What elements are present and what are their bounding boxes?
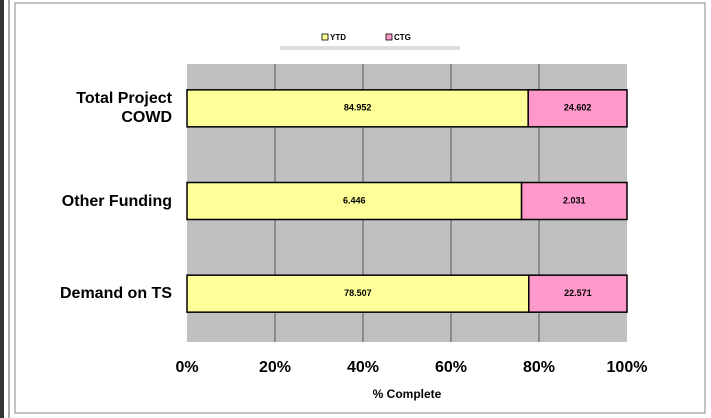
legend-swatch [321, 33, 329, 41]
bar-value-label: 24.602 [564, 103, 592, 113]
x-tick-label: 40% [347, 359, 379, 376]
bar [186, 181, 523, 221]
y-tick-label: Total Project COWD [76, 90, 172, 127]
bar [527, 89, 628, 128]
legend-label: CTG [394, 33, 411, 42]
x-tick-label: 0% [175, 359, 198, 376]
bar [186, 89, 529, 128]
x-tick-label: 100% [607, 359, 648, 376]
y-tick-label: Other Funding [61, 192, 172, 210]
legend-swatch [385, 33, 393, 41]
bar [520, 181, 628, 221]
bar [527, 274, 628, 313]
bar [186, 274, 530, 313]
bar-value-label: 6.446 [343, 195, 366, 205]
bar-value-label: 84.952 [344, 103, 372, 113]
bar-value-label: 78.507 [344, 288, 372, 298]
legend-label: YTD [330, 33, 346, 42]
x-tick-label: 20% [259, 359, 291, 376]
bar-value-label: 22.571 [564, 288, 592, 298]
y-tick-label: Demand on TS [59, 285, 172, 303]
bar-value-label: 2.031 [563, 195, 586, 205]
legend-shadow [280, 46, 460, 50]
x-tick-label: 60% [435, 359, 467, 376]
x-tick-label: 80% [523, 359, 555, 376]
left-edge [0, 0, 4, 418]
x-axis-label: % Complete [373, 387, 442, 401]
